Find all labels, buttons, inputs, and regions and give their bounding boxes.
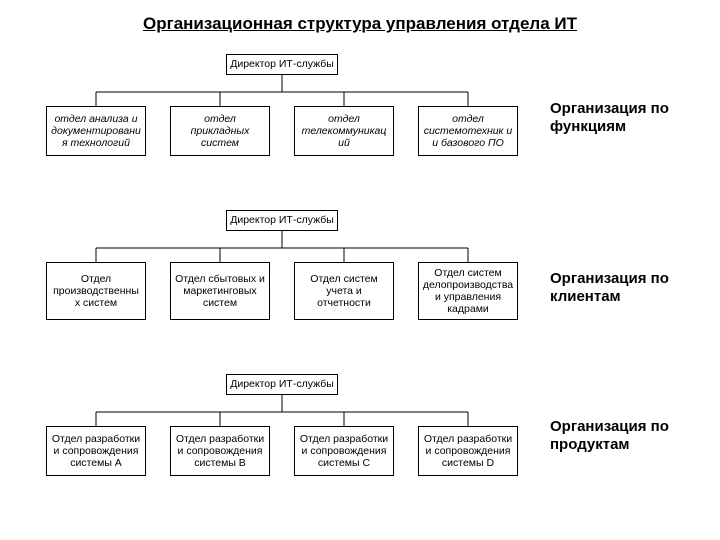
child-box-1-1: Отдел сбытовых и маркетинговых систем xyxy=(170,262,270,320)
child-box-0-3: отдел системотехник и и базового ПО xyxy=(418,106,518,156)
child-box-0-0: отдел анализа и документировани я технол… xyxy=(46,106,146,156)
child-box-2-0: Отдел разработки и сопровождения системы… xyxy=(46,426,146,476)
child-box-2-2: Отдел разработки и сопровождения системы… xyxy=(294,426,394,476)
root-box-0: Директор ИТ-службы xyxy=(226,54,338,75)
page-title: Организационная структура управления отд… xyxy=(0,14,720,34)
child-box-1-3: Отдел систем делопроизводства и управлен… xyxy=(418,262,518,320)
child-box-0-2: отдел телекоммуникац ий xyxy=(294,106,394,156)
child-box-1-2: Отдел систем учета и отчетности xyxy=(294,262,394,320)
section-caption-2: Организация по продуктам xyxy=(550,418,710,454)
child-box-0-1: отдел прикладных систем xyxy=(170,106,270,156)
child-box-2-3: Отдел разработки и сопровождения системы… xyxy=(418,426,518,476)
section-caption-1: Организация по клиентам xyxy=(550,270,710,306)
section-caption-0: Организация по функциям xyxy=(550,100,710,136)
child-box-2-1: Отдел разработки и сопровождения системы… xyxy=(170,426,270,476)
root-box-1: Директор ИТ-службы xyxy=(226,210,338,231)
root-box-2: Директор ИТ-службы xyxy=(226,374,338,395)
child-box-1-0: Отдел производственны х систем xyxy=(46,262,146,320)
